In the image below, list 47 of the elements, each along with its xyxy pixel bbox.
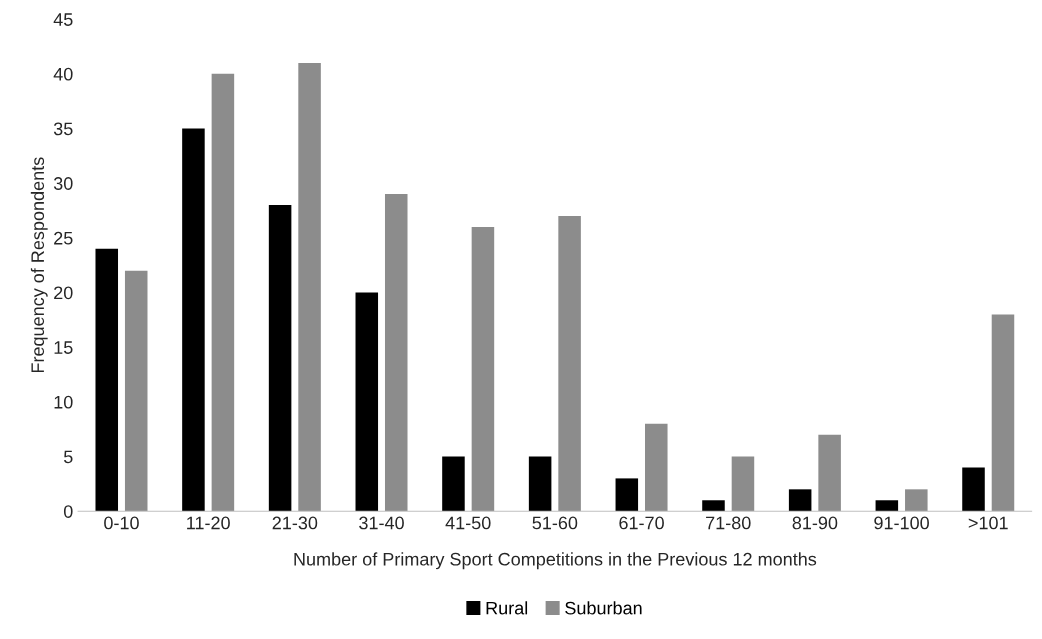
y-tick-label: 40 bbox=[53, 67, 73, 81]
y-axis-title: Frequency of Respondents bbox=[30, 157, 48, 373]
y-tick-label: 15 bbox=[54, 341, 73, 354]
bar bbox=[702, 500, 725, 512]
bar bbox=[875, 500, 899, 512]
bar bbox=[124, 270, 148, 512]
y-tick-label: 25 bbox=[54, 231, 73, 245]
legend-label: Rural bbox=[486, 601, 528, 615]
x-tick-label: 81-90 bbox=[792, 516, 838, 530]
x-tick-label: 21-30 bbox=[272, 516, 318, 530]
y-tick-label: 20 bbox=[54, 286, 73, 300]
x-tick-label: 11-20 bbox=[187, 516, 230, 530]
bar bbox=[442, 456, 465, 512]
bar bbox=[471, 226, 495, 512]
bar bbox=[788, 489, 812, 512]
bar bbox=[991, 314, 1015, 512]
bar bbox=[528, 456, 552, 512]
x-tick-label: 51-60 bbox=[532, 516, 578, 530]
x-tick-label: 31-40 bbox=[359, 516, 404, 530]
x-tick-label: 91-100 bbox=[874, 516, 929, 530]
bar bbox=[615, 478, 639, 512]
bar bbox=[268, 205, 292, 512]
x-tick-label: 61-70 bbox=[619, 516, 664, 530]
bar bbox=[355, 292, 379, 512]
bar bbox=[731, 456, 755, 512]
y-tick-label: 0 bbox=[63, 505, 73, 518]
bar bbox=[905, 489, 928, 512]
x-tick-label: 0-10 bbox=[104, 516, 139, 530]
x-tick-label: 71-80 bbox=[706, 516, 751, 530]
x-tick-label: 41-50 bbox=[445, 516, 491, 530]
y-tick-label: 45 bbox=[53, 13, 73, 26]
y-tick-label: 5 bbox=[63, 450, 73, 464]
bar bbox=[298, 62, 321, 512]
bar bbox=[558, 215, 581, 512]
legend-label: Suburban bbox=[565, 601, 642, 615]
bar bbox=[182, 128, 205, 512]
bar bbox=[818, 434, 841, 512]
y-tick-label: 35 bbox=[53, 122, 73, 136]
x-axis-title: Number of Primary Sport Competitions in the Previous 12 months bbox=[294, 552, 817, 570]
y-tick-label: 30 bbox=[53, 177, 73, 190]
y-tick-label: 10 bbox=[54, 395, 73, 409]
bar bbox=[95, 248, 119, 512]
bar bbox=[645, 423, 668, 512]
bar bbox=[211, 73, 235, 512]
x-tick-label: >101 bbox=[968, 516, 1008, 530]
bar bbox=[962, 467, 985, 512]
bar bbox=[384, 194, 408, 512]
